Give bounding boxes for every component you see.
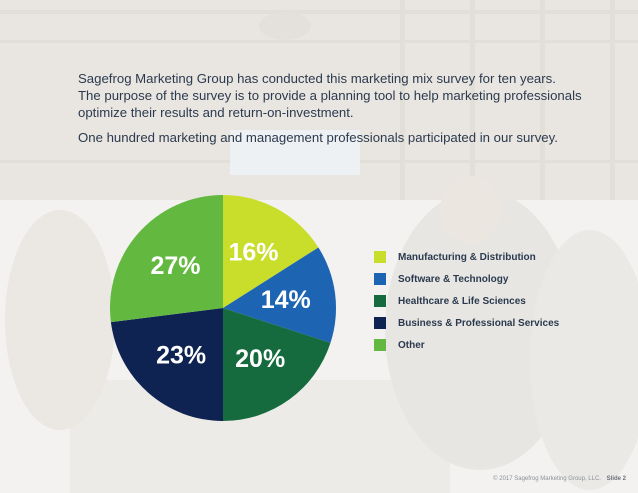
pie-slice-software [223,247,337,343]
legend-label-other: Other [398,339,425,351]
pie-slice-business [110,308,223,421]
legend-swatch-manufacturing [374,251,386,263]
data-label-software: 14% [261,286,311,314]
data-label-other: 27% [151,252,201,280]
legend-swatch-software [374,273,386,285]
intro-line-2: The purpose of the survey is to provide … [78,88,582,103]
legend-item-other: Other [374,334,559,356]
legend-item-software: Software & Technology [374,268,559,290]
legend-label-manufacturing: Manufacturing & Distribution [398,251,536,263]
legend-item-business: Business & Professional Services [374,312,559,334]
legend-swatch-healthcare [374,295,386,307]
pie-slice-other [110,195,223,323]
legend-swatch-business [374,317,386,329]
intro-line-3: optimize their results and return-on-inv… [78,105,354,120]
legend-label-healthcare: Healthcare & Life Sciences [398,295,526,307]
legend-label-software: Software & Technology [398,273,509,285]
intro-line-1: Sagefrog Marketing Group has conducted t… [78,71,556,86]
legend-item-healthcare: Healthcare & Life Sciences [374,290,559,312]
footer: © 2017 Sagefrog Marketing Group, LLC. Sl… [493,476,626,482]
pie-slice-healthcare [223,308,331,421]
data-label-healthcare: 20% [235,345,285,373]
legend-item-manufacturing: Manufacturing & Distribution [374,246,559,268]
pie-slice-manufacturing [223,195,319,308]
intro-text: Sagefrog Marketing Group has conducted t… [78,70,598,154]
copyright-text: © 2017 Sagefrog Marketing Group, LLC. [493,476,601,482]
data-label-business: 23% [156,341,206,369]
legend-swatch-other [374,339,386,351]
legend-label-business: Business & Professional Services [398,317,560,329]
intro-paragraph-2: One hundred marketing and management pro… [78,130,558,145]
data-label-manufacturing: 16% [228,239,278,267]
slide-number: Slide 2 [606,476,626,482]
chart-legend: Manufacturing & Distribution Software & T… [374,246,559,356]
intro-paragraph-1: Sagefrog Marketing Group has conducted t… [78,70,598,121]
